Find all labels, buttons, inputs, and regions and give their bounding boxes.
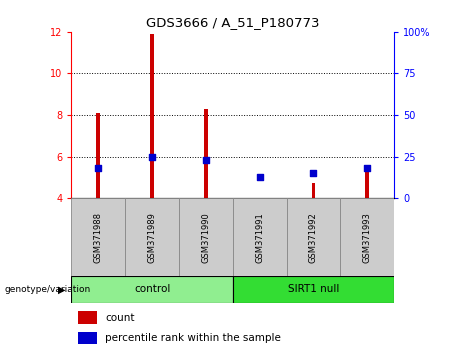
Text: GSM371992: GSM371992 xyxy=(309,212,318,263)
FancyBboxPatch shape xyxy=(287,198,340,276)
FancyBboxPatch shape xyxy=(179,198,233,276)
Bar xyxy=(150,34,154,198)
Bar xyxy=(96,113,100,198)
Text: count: count xyxy=(105,313,135,323)
Text: GSM371989: GSM371989 xyxy=(148,212,157,263)
Text: GSM371991: GSM371991 xyxy=(255,212,264,263)
Bar xyxy=(204,109,208,198)
Point xyxy=(148,154,156,159)
Point xyxy=(95,165,102,171)
FancyBboxPatch shape xyxy=(233,198,287,276)
Text: SIRT1 null: SIRT1 null xyxy=(288,284,339,295)
Bar xyxy=(78,332,97,344)
Text: GSM371990: GSM371990 xyxy=(201,212,210,263)
Point xyxy=(202,157,210,163)
FancyBboxPatch shape xyxy=(233,276,394,303)
FancyBboxPatch shape xyxy=(125,198,179,276)
FancyBboxPatch shape xyxy=(71,198,125,276)
Text: percentile rank within the sample: percentile rank within the sample xyxy=(105,333,281,343)
Text: ▶: ▶ xyxy=(58,284,65,295)
Text: genotype/variation: genotype/variation xyxy=(5,285,91,294)
Bar xyxy=(366,170,369,198)
FancyBboxPatch shape xyxy=(340,198,394,276)
Point xyxy=(310,171,317,176)
Bar xyxy=(78,311,97,324)
Bar xyxy=(312,183,315,198)
Point xyxy=(256,174,263,179)
FancyBboxPatch shape xyxy=(71,276,233,303)
Text: GSM371988: GSM371988 xyxy=(94,212,103,263)
Text: control: control xyxy=(134,284,170,295)
Point xyxy=(364,165,371,171)
Title: GDS3666 / A_51_P180773: GDS3666 / A_51_P180773 xyxy=(146,16,319,29)
Text: GSM371993: GSM371993 xyxy=(363,212,372,263)
